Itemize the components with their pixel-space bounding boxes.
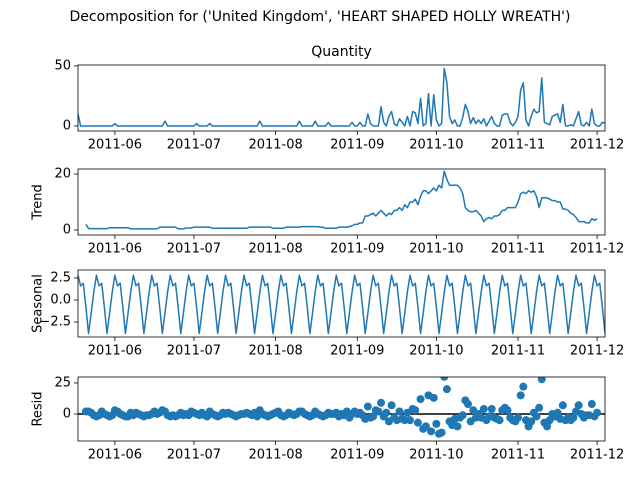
x-tick-label: 2011-08 [248, 448, 302, 463]
x-tick-label: 2011-12 [570, 448, 624, 463]
resid-point [537, 377, 546, 384]
x-tick-label: 2011-08 [248, 138, 302, 153]
resid-point [363, 402, 372, 411]
y-tick-label: 20 [54, 167, 71, 182]
resid-point [374, 407, 383, 416]
x-tick-label: 2011-09 [330, 242, 384, 257]
resid-point [411, 406, 420, 415]
y-tick-label: 0 [63, 406, 71, 421]
resid-point [387, 401, 396, 410]
resid-point [421, 422, 430, 431]
x-tick-label: 2011-07 [167, 344, 221, 359]
y-tick-label: 50 [54, 58, 71, 73]
resid-point [503, 406, 512, 415]
x-tick-label: 2011-07 [167, 242, 221, 257]
resid-point [487, 405, 496, 413]
series-line [78, 67, 605, 127]
series-line [78, 274, 605, 335]
y-tick-label: −2.5 [39, 315, 71, 330]
resid-point [453, 422, 462, 431]
resid-point [416, 395, 425, 404]
resid-point [558, 401, 567, 410]
x-tick-label: 2011-12 [570, 242, 624, 257]
plot-area [85, 170, 598, 230]
x-tick-label: 2011-10 [409, 138, 463, 153]
resid-point [413, 418, 422, 427]
x-tick-label: 2011-12 [570, 138, 624, 153]
y-tick-label: 0 [63, 118, 71, 133]
plot-area [78, 67, 605, 127]
subplot-title: Quantity [311, 44, 372, 60]
resid-point [514, 413, 523, 422]
resid-point [440, 377, 449, 381]
x-tick-label: 2011-07 [167, 138, 221, 153]
x-tick-label: 2011-08 [248, 344, 302, 359]
x-tick-label: 2011-11 [491, 138, 545, 153]
resid-point [442, 385, 451, 394]
axes-frame [77, 376, 606, 442]
x-tick-label: 2011-06 [88, 138, 142, 153]
x-tick-label: 2011-10 [409, 344, 463, 359]
resid-point [458, 411, 467, 420]
resid-point [429, 393, 438, 402]
y-axis-label: Trend [31, 184, 46, 221]
resid-point [369, 412, 378, 421]
resid-point [495, 416, 504, 425]
resid-point [437, 428, 446, 437]
x-tick-label: 2011-09 [330, 138, 384, 153]
resid-point [377, 398, 386, 407]
x-tick-label: 2011-11 [491, 344, 545, 359]
x-tick-label: 2011-06 [88, 242, 142, 257]
resid-point [479, 405, 488, 413]
x-tick-label: 2011-06 [88, 344, 142, 359]
resid-point [553, 408, 562, 417]
resid-point [432, 419, 441, 428]
resid-point [382, 408, 391, 417]
y-tick-label: 2.5 [50, 270, 71, 285]
x-tick-label: 2011-11 [491, 242, 545, 257]
resid-point [593, 408, 602, 417]
resid-point [587, 400, 596, 409]
resid-point [516, 391, 525, 400]
resid-point [532, 412, 541, 421]
plot-area [78, 377, 605, 438]
resid-point [527, 417, 536, 426]
y-axis-label: Seasonal [31, 274, 46, 333]
x-tick-label: 2011-08 [248, 242, 302, 257]
resid-point [395, 407, 404, 416]
x-tick-label: 2011-06 [88, 448, 142, 463]
x-tick-label: 2011-09 [330, 344, 384, 359]
resid-point [569, 413, 578, 422]
axes-frame [77, 64, 606, 132]
resid-point [427, 427, 436, 436]
resid-point [574, 401, 583, 410]
x-tick-label: 2011-10 [409, 448, 463, 463]
axes-frame [77, 168, 606, 236]
x-tick-label: 2011-12 [570, 344, 624, 359]
x-tick-label: 2011-10 [409, 242, 463, 257]
x-tick-label: 2011-11 [491, 448, 545, 463]
y-axis-label: Resid [31, 391, 46, 426]
axes-frame [77, 269, 606, 338]
y-tick-label: 0.0 [50, 292, 71, 307]
series-line [85, 170, 598, 230]
resid-point [463, 400, 472, 409]
resid-point [543, 422, 552, 431]
plot-area [78, 274, 605, 335]
x-tick-label: 2011-09 [330, 448, 384, 463]
resid-point [406, 416, 415, 425]
figure-title: Decomposition for ('United Kingdom', 'HE… [70, 9, 571, 25]
resid-point [519, 382, 528, 391]
resid-point [535, 403, 544, 412]
y-tick-label: 25 [54, 375, 71, 390]
x-tick-label: 2011-07 [167, 448, 221, 463]
y-tick-label: 0 [63, 222, 71, 237]
